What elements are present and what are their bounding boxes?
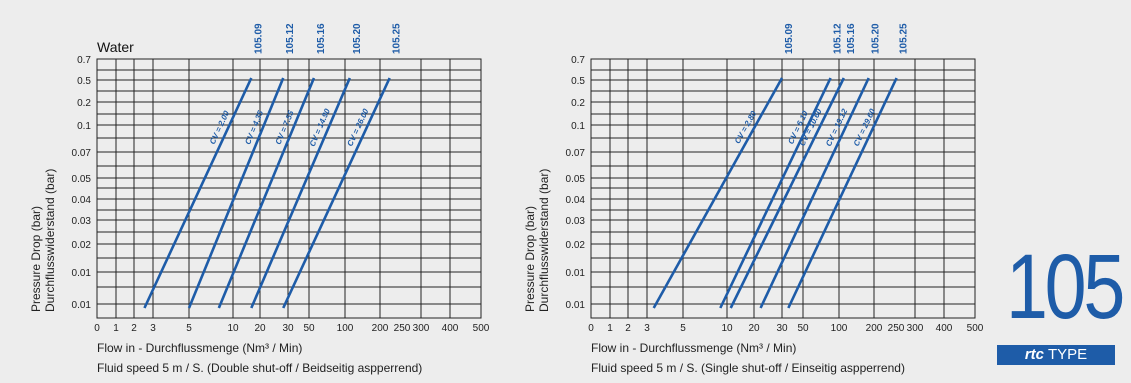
series-line-105.09 <box>652 77 784 309</box>
x-tick-label: 50 <box>797 323 809 334</box>
x-tick-label: 5 <box>186 323 192 334</box>
series-line-105.12 <box>187 77 285 309</box>
chart-1-title: Water <box>97 39 134 55</box>
x-tick-label: 500 <box>967 323 984 334</box>
y-tick-label: 0.7 <box>571 55 585 66</box>
y-tick-label: 0.07 <box>566 148 586 159</box>
x-tick-label: 3 <box>644 323 650 334</box>
y-tick-label: 0.05 <box>566 174 586 185</box>
x-tick-label: 2 <box>131 323 137 334</box>
chart-panel-single-shutoff: 0.7 0.5 0.2 0.1 0.07 0.05 0.04 0.03 0.02 0.01 0.01… <box>494 0 994 383</box>
x-tick-label: 5 <box>680 323 686 334</box>
x-tick-label: 400 <box>936 323 953 334</box>
y-tick-label: 0.02 <box>72 240 92 251</box>
y-tick-label: 0.04 <box>566 195 586 206</box>
x-tick-label: 250 <box>394 323 411 334</box>
logo-number: 105 <box>1005 236 1125 338</box>
series-name-label: 105.20 <box>871 23 882 54</box>
chart-1-ylabel-line1: Pressure Drop (bar) <box>29 205 43 312</box>
y-tick-label: 0.01 <box>72 268 92 279</box>
series-name-label: 105.12 <box>833 23 844 54</box>
y-tick-label: 0.04 <box>72 195 92 206</box>
x-tick-label: 30 <box>282 323 294 334</box>
series-line-105.16 <box>217 77 316 309</box>
series-name-label: 105.25 <box>899 23 910 54</box>
series-line-105.12 <box>719 77 832 309</box>
series-line-105.20 <box>759 77 870 309</box>
series-name-label: 105.09 <box>253 23 264 54</box>
chart-panel-double-shutoff: 0.7 0.5 0.2 0.1 0.07 0.05 0.04 0.03 0.02 0.01 0.01… <box>0 0 500 383</box>
x-tick-label: 1 <box>113 323 119 334</box>
x-tick-label: 20 <box>748 323 760 334</box>
y-tick-label: 0.7 <box>77 55 91 66</box>
y-tick-label: 0.03 <box>566 216 586 227</box>
series-name-label: 105.12 <box>285 23 296 54</box>
chart-2-plot-area: 0.7 0.5 0.2 0.1 0.07 0.05 0.04 0.03 0.02 0.01 0.01… <box>566 23 984 334</box>
y-tick-label: 0.01 <box>566 268 586 279</box>
chart-1-ylabel-line2: Durchflusswiderstand (bar) <box>43 168 57 312</box>
x-tick-label: 200 <box>866 323 883 334</box>
chart-1-svg: 0.7 0.5 0.2 0.1 0.07 0.05 0.04 0.03 0.02 0.01 0.01… <box>72 23 490 334</box>
x-tick-label: 2 <box>625 323 631 334</box>
y-tick-label: 0.05 <box>72 174 92 185</box>
x-tick-label: 0 <box>94 323 100 334</box>
x-tick-label: 400 <box>442 323 459 334</box>
x-tick-label: 250 <box>888 323 905 334</box>
logo-type-label: TYPE <box>1048 346 1088 363</box>
x-tick-label: 10 <box>721 323 733 334</box>
chart-2-xlabel: Flow in - Durchflussmenge (Nm³ / Min) <box>591 341 797 355</box>
y-tick-label: 0.01 <box>72 300 92 311</box>
y-tick-label: 0.03 <box>72 216 92 227</box>
y-tick-label: 0.07 <box>72 148 92 159</box>
x-tick-label: 300 <box>907 323 924 334</box>
series-line-105.20 <box>250 77 352 309</box>
y-tick-label: 0.01 <box>566 300 586 311</box>
series-name-label: 105.09 <box>784 23 795 54</box>
series-line-105.09 <box>143 77 253 309</box>
x-tick-label: 10 <box>227 323 239 334</box>
series-name-label: 105.20 <box>352 23 363 54</box>
chart-1-plot-area: 0.7 0.5 0.2 0.1 0.07 0.05 0.04 0.03 0.02 0.01 0.01… <box>72 23 490 334</box>
chart-1-xlabel: Flow in - Durchflussmenge (Nm³ / Min) <box>97 341 303 355</box>
logo-type-bar: rtc TYPE <box>997 345 1115 365</box>
series-name-label: 105.16 <box>846 23 857 54</box>
chart-2-ylabel-line2: Durchflusswiderstand (bar) <box>537 168 551 312</box>
series-line-105.25 <box>282 77 391 309</box>
x-tick-label: 20 <box>254 323 266 334</box>
y-tick-label: 0.2 <box>571 98 585 109</box>
series-name-label: 105.16 <box>316 23 327 54</box>
x-tick-label: 500 <box>473 323 490 334</box>
y-tick-label: 0.5 <box>571 76 585 87</box>
chart-2-ylabel-line1: Pressure Drop (bar) <box>523 205 537 312</box>
series-line-105.25 <box>787 77 898 309</box>
series-line-105.16 <box>729 77 845 309</box>
y-tick-label: 0.1 <box>571 121 585 132</box>
y-tick-label: 0.02 <box>566 240 586 251</box>
logo-brand: rtc <box>1024 346 1044 363</box>
chart-2-caption: Fluid speed 5 m / S. (Single shut-off / … <box>591 361 905 375</box>
x-tick-label: 3 <box>150 323 156 334</box>
y-tick-label: 0.1 <box>77 121 91 132</box>
x-tick-label: 1 <box>607 323 613 334</box>
x-tick-label: 30 <box>776 323 788 334</box>
x-tick-label: 100 <box>337 323 354 334</box>
y-tick-label: 0.2 <box>77 98 91 109</box>
x-tick-label: 100 <box>831 323 848 334</box>
x-tick-label: 300 <box>413 323 430 334</box>
chart-2-svg: 0.7 0.5 0.2 0.1 0.07 0.05 0.04 0.03 0.02 0.01 0.01… <box>566 23 984 334</box>
series-name-label: 105.25 <box>392 23 403 54</box>
x-tick-label: 50 <box>303 323 315 334</box>
chart-1-caption: Fluid speed 5 m / S. (Double shut-off / … <box>97 361 423 375</box>
x-tick-label: 0 <box>588 323 594 334</box>
y-tick-label: 0.5 <box>77 76 91 87</box>
x-tick-label: 200 <box>372 323 389 334</box>
type-105-logo: 105 rtc TYPE <box>995 236 1125 366</box>
